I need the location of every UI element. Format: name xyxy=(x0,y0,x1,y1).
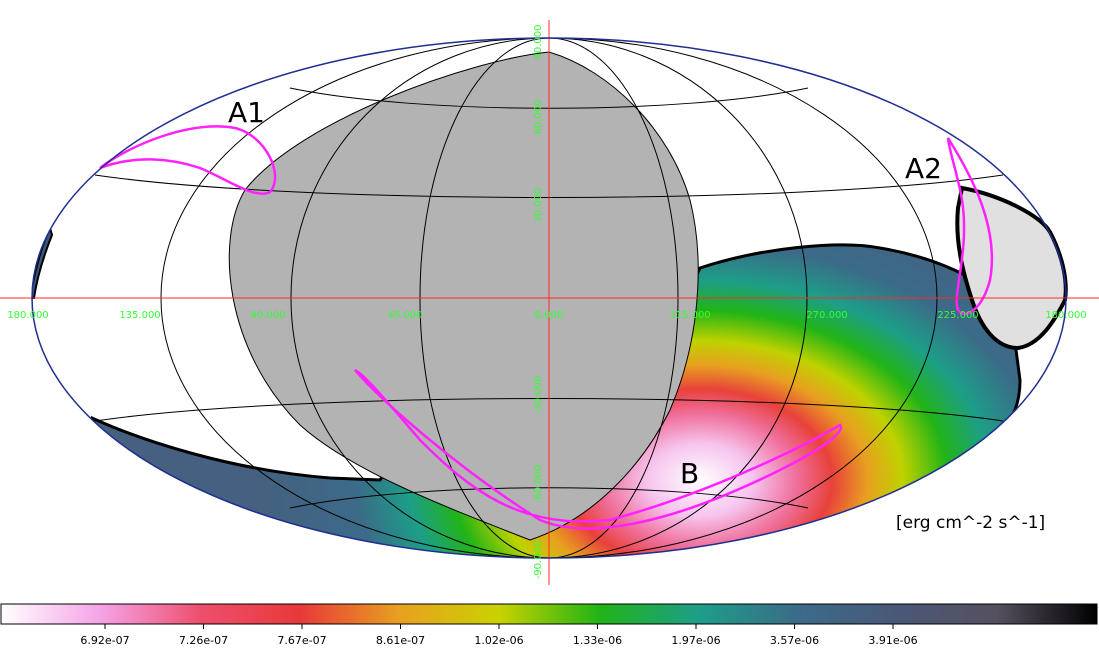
lat-tick-90: 90.000 xyxy=(533,25,544,60)
lat-tick-labels: 90.000 60.000 30.000 -30.000 -60.000 -90… xyxy=(533,25,544,580)
label-b: B xyxy=(680,457,699,490)
lat-tick-60: 60.000 xyxy=(533,100,544,135)
lat-tick-m90: -90.000 xyxy=(533,541,544,580)
lon-tick-180-right: 180.000 xyxy=(1045,310,1086,321)
lat-tick-m60: -60.000 xyxy=(533,465,544,504)
colorbar-tick-label: 1.33e-06 xyxy=(573,634,622,647)
colorbar-ticks: 6.92e-07 7.26e-07 7.67e-07 8.61e-07 1.02e-06… xyxy=(80,624,918,647)
colorbar-tick-label: 7.67e-07 xyxy=(277,634,326,647)
heatmap-edge-left xyxy=(32,225,54,299)
lon-tick-labels: 180.000 135.000 90.000 45.000 0.000 315.… xyxy=(7,310,1086,321)
colorbar: 6.92e-07 7.26e-07 7.67e-07 8.61e-07 1.02e-06… xyxy=(0,603,1098,647)
units-label: [erg cm^-2 s^-1] xyxy=(896,513,1045,533)
lon-tick-45: 45.000 xyxy=(388,310,423,321)
lon-tick-135: 135.000 xyxy=(119,310,160,321)
contours xyxy=(99,125,994,530)
colorbar-tick-label: 7.26e-07 xyxy=(179,634,228,647)
lat-tick-30: 30.000 xyxy=(533,188,544,223)
lon-tick-90: 90.000 xyxy=(251,310,286,321)
colorbar-tick-label: 1.02e-06 xyxy=(474,634,523,647)
region-a2-area xyxy=(955,185,1068,351)
sky-map: 180.000 135.000 90.000 45.000 0.000 315.… xyxy=(0,20,1099,585)
lon-tick-0: 0.000 xyxy=(535,310,564,321)
lon-tick-225: 225.000 xyxy=(937,310,978,321)
projection-outline xyxy=(31,37,1067,559)
label-a1: A1 xyxy=(228,96,265,129)
lat-tick-m30: -30.000 xyxy=(533,376,544,415)
colorbar-tick-label: 3.91e-06 xyxy=(868,634,917,647)
lon-tick-315: 315.000 xyxy=(669,310,710,321)
colorbar-tick-label: 3.57e-06 xyxy=(770,634,819,647)
contour-a2 xyxy=(946,137,994,315)
colorbar-tick-label: 8.61e-07 xyxy=(376,634,425,647)
lon-tick-270: 270.000 xyxy=(806,310,847,321)
contour-b xyxy=(354,368,843,530)
lon-tick-180-left: 180.000 xyxy=(7,310,48,321)
colorbar-gradient xyxy=(0,603,1098,625)
colorbar-tick-label: 1.97e-06 xyxy=(671,634,720,647)
contour-a1 xyxy=(99,125,277,195)
colorbar-tick-label: 6.92e-07 xyxy=(80,634,129,647)
label-a2: A2 xyxy=(905,152,942,185)
